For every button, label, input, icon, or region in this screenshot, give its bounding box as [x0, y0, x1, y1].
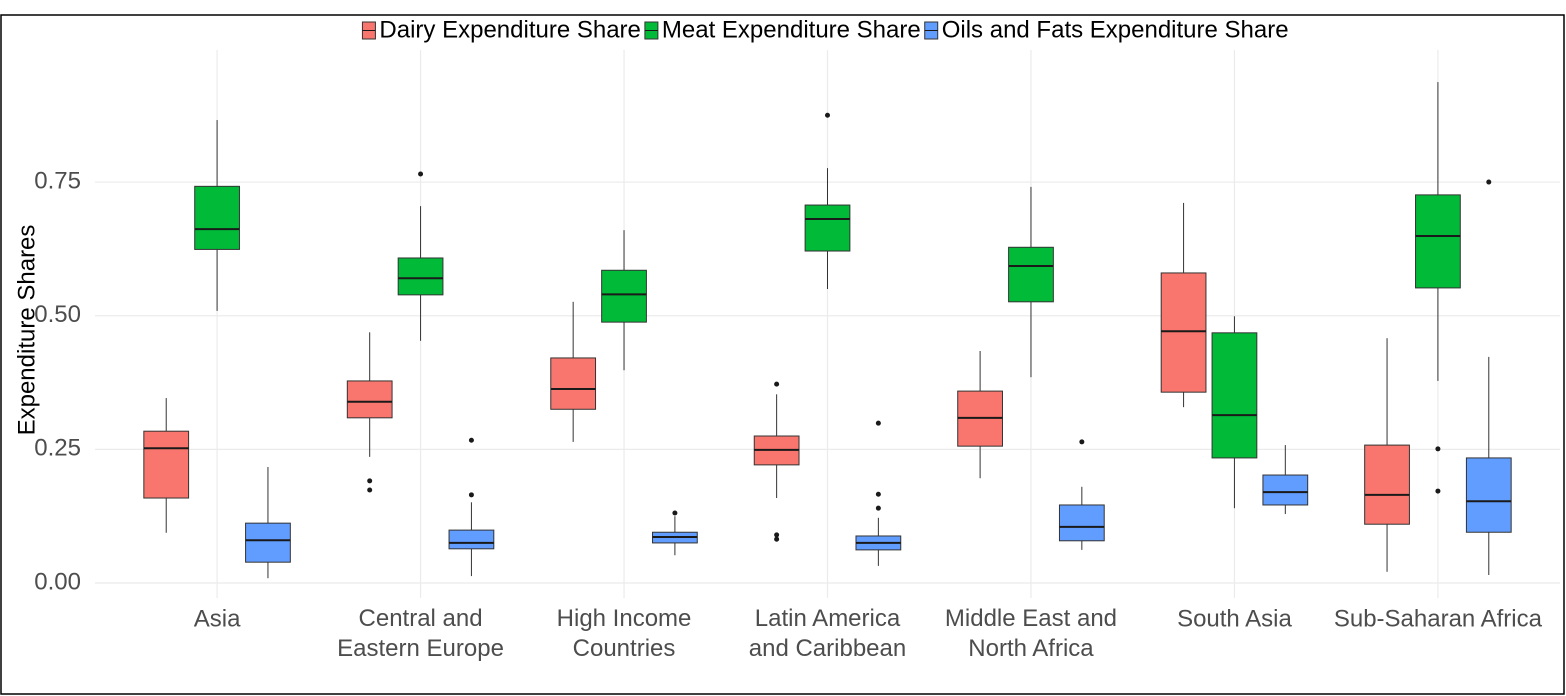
outlier — [468, 437, 474, 443]
outlier — [468, 492, 474, 498]
box — [448, 529, 495, 550]
x-tick-label: Middle East and North Africa — [945, 605, 1117, 662]
outlier — [774, 536, 780, 542]
x-tick-label: Central and Eastern Europe — [337, 605, 504, 662]
box — [143, 430, 190, 499]
legend-item: Oils and Fats Expenditure Share — [924, 16, 1289, 43]
outlier — [367, 478, 373, 484]
outlier — [875, 420, 881, 426]
outlier — [672, 510, 678, 516]
outlier — [1435, 488, 1441, 494]
legend-label: Dairy Expenditure Share — [379, 16, 640, 43]
x-tick-label: Sub-Saharan Africa — [1334, 605, 1543, 632]
legend-item: Dairy Expenditure Share — [361, 16, 641, 43]
y-tick-label: 0.75 — [34, 167, 81, 194]
legend-item: Meat Expenditure Share — [644, 16, 921, 43]
box — [1211, 332, 1258, 459]
box — [397, 257, 444, 296]
outlier — [825, 112, 830, 118]
x-tick-label: Asia — [194, 605, 241, 632]
outlier — [774, 381, 780, 387]
box — [550, 357, 597, 410]
x-tick-label: High Income Countries — [557, 605, 692, 662]
box — [346, 380, 393, 419]
outlier — [1079, 439, 1085, 445]
box — [1415, 194, 1461, 289]
box — [1465, 457, 1512, 533]
legend-label: Oils and Fats Expenditure Share — [942, 16, 1289, 43]
outlier — [1435, 446, 1441, 452]
legend-label: Meat Expenditure Share — [662, 16, 921, 43]
x-tick-label: Latin America and Caribbean — [749, 605, 906, 662]
box — [1364, 444, 1410, 525]
box — [245, 522, 291, 563]
outlier — [418, 171, 424, 177]
y-tick-label: 0.50 — [34, 301, 81, 328]
box — [1058, 504, 1105, 542]
box — [1262, 474, 1309, 506]
outlier — [367, 487, 373, 493]
box — [1008, 246, 1054, 303]
outlier — [1486, 179, 1492, 185]
outlier — [875, 491, 881, 497]
frame — [0, 14, 1565, 695]
y-tick-label: 0.00 — [34, 568, 81, 595]
box — [601, 269, 647, 323]
outlier — [774, 532, 780, 538]
y-axis-title: Expenditure Shares — [13, 225, 40, 436]
box — [194, 185, 240, 250]
y-tick-label: 0.25 — [34, 435, 81, 462]
outlier — [875, 505, 881, 511]
box — [1160, 272, 1207, 393]
box — [804, 204, 851, 252]
x-tick-label: South Asia — [1177, 605, 1292, 632]
